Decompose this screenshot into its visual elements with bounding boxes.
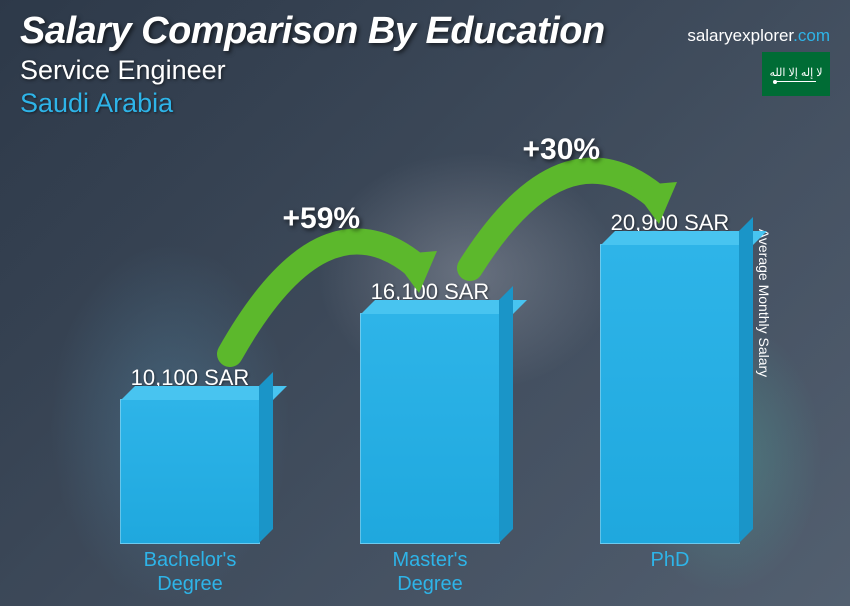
bar xyxy=(120,399,260,544)
category-label: Master's Degree xyxy=(393,548,468,596)
category-labels: Bachelor's Degree Master's Degree PhD xyxy=(60,548,780,600)
brand-name: salaryexplorer xyxy=(687,26,793,45)
percent-increase-label: +59% xyxy=(283,202,361,236)
chart-subtitle: Service Engineer xyxy=(20,55,605,86)
percent-increase-label: +30% xyxy=(523,133,601,167)
brand-tld: .com xyxy=(793,26,830,45)
chart-title: Salary Comparison By Education xyxy=(20,10,605,53)
brand-label: salaryexplorer.com xyxy=(687,26,830,46)
category-label: PhD xyxy=(651,548,690,572)
flag-script: لا إله إلا الله xyxy=(769,66,822,79)
flag-sword-icon xyxy=(776,81,816,82)
category-label: Bachelor's Degree xyxy=(144,548,237,596)
country-flag-icon: لا إله إلا الله xyxy=(762,52,830,96)
